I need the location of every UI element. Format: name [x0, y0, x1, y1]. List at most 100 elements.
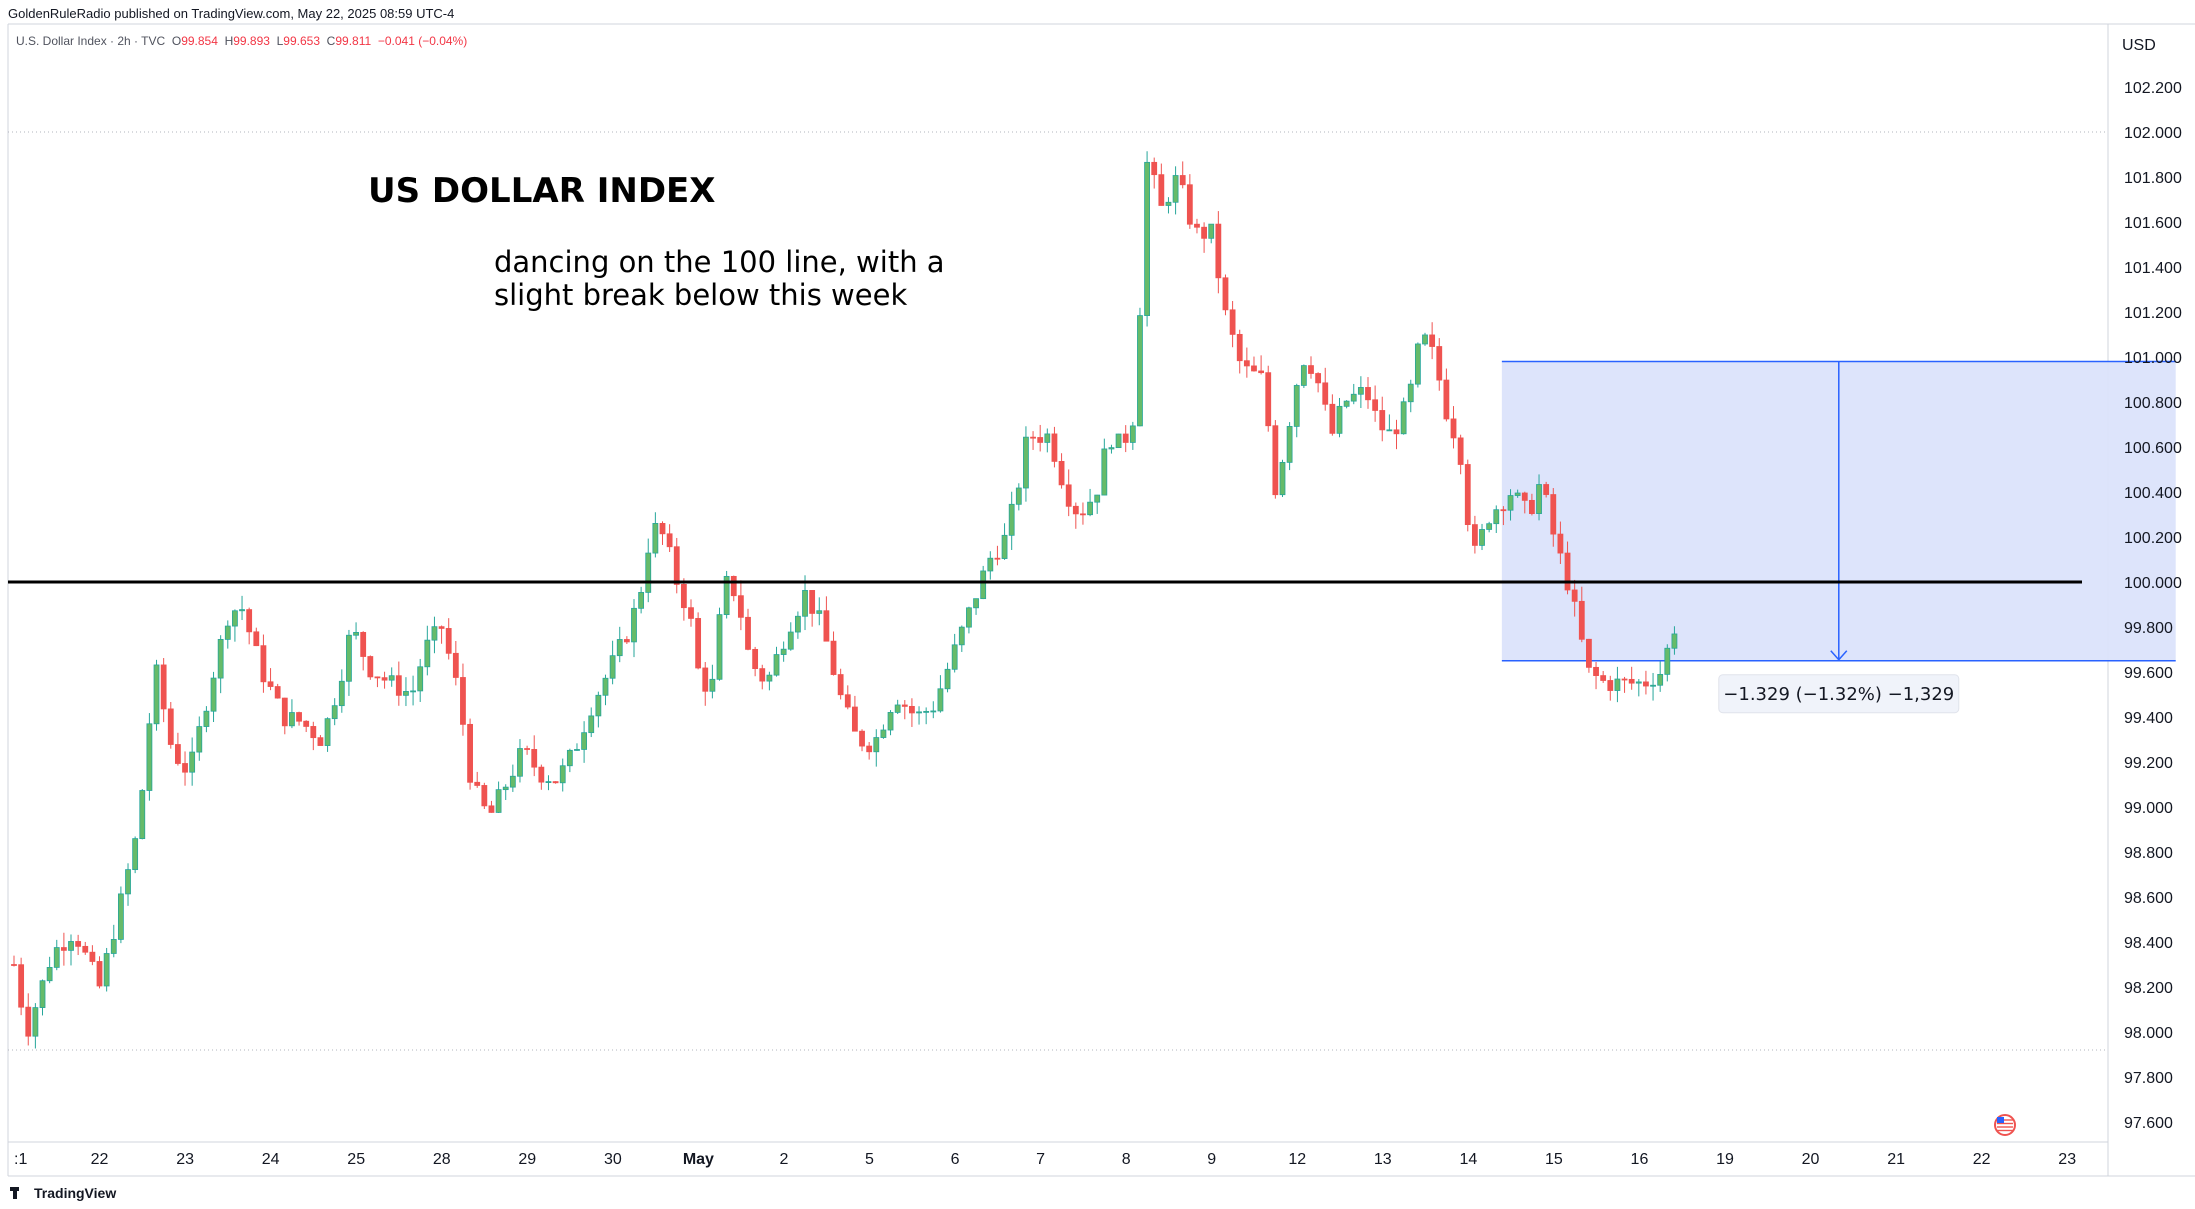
price-tick-label: 101.200	[2124, 305, 2182, 322]
candle-body	[296, 712, 302, 722]
candle-body	[631, 607, 637, 643]
candle-body	[844, 694, 851, 708]
candle-body	[1293, 385, 1300, 427]
candle-body	[673, 546, 680, 585]
candle-body	[916, 711, 922, 714]
candle-body	[1600, 675, 1607, 681]
candle-body	[1493, 509, 1500, 525]
candle-body	[901, 704, 908, 707]
candle-body	[353, 632, 359, 636]
candle-body	[381, 677, 388, 681]
levels	[8, 131, 2108, 1051]
candle-body	[146, 723, 153, 791]
price-tick-label: 101.800	[2124, 170, 2182, 187]
candle-body	[467, 723, 473, 783]
price-tick-label: 97.800	[2124, 1070, 2173, 1087]
candle-body	[723, 575, 730, 616]
measure-label-box	[1718, 674, 1960, 714]
price-tick-label: 100.600	[2124, 440, 2182, 457]
candle-body	[1037, 437, 1044, 443]
date-tick-label: 29	[518, 1151, 536, 1168]
date-tick-label: 2	[779, 1151, 788, 1168]
date-tick-label: 15	[1545, 1151, 1563, 1168]
candle-body	[1457, 437, 1464, 465]
candle-body	[153, 664, 160, 725]
change-value: −0.041 (−0.04%)	[377, 34, 468, 48]
candle-body	[688, 607, 694, 619]
measure-tool[interactable]: −1.329 (−1.32%) −1,329	[1501, 360, 2176, 714]
us-flag-canton	[1997, 1117, 2004, 1123]
candle-body	[417, 666, 424, 692]
candle-body	[1186, 184, 1193, 225]
candle-body	[909, 705, 915, 714]
candle-body	[125, 869, 131, 895]
candle-body	[880, 729, 887, 738]
candle-body	[1350, 393, 1357, 402]
candle-body	[82, 945, 89, 953]
candle-body	[830, 640, 837, 675]
price-tick-label: 99.400	[2124, 710, 2173, 727]
candle-body	[1372, 399, 1379, 411]
candle-body	[139, 790, 146, 840]
date-tick-label: 30	[604, 1151, 622, 1168]
candle-body	[1308, 365, 1314, 374]
close-value: 99.811	[335, 34, 372, 48]
candle-body	[994, 557, 1001, 560]
measure-label: −1.329 (−1.32%) −1,329	[1723, 684, 1954, 705]
candle-body	[623, 639, 630, 643]
candle-body	[1222, 277, 1229, 311]
candle-body	[175, 744, 181, 764]
price-tick-label: 102.200	[2124, 80, 2182, 97]
candle-body	[1315, 373, 1322, 384]
candle-body	[737, 595, 744, 618]
price-tick-label: 98.200	[2124, 980, 2173, 997]
candle-body	[794, 615, 801, 633]
candle-body	[1571, 589, 1578, 602]
candle-body	[1643, 681, 1649, 687]
candle-body	[374, 676, 381, 679]
candle-body	[524, 748, 530, 750]
candle-body	[859, 730, 865, 747]
candle-body	[1550, 494, 1557, 535]
candle-body	[1422, 334, 1428, 345]
candle-body	[167, 708, 174, 745]
candle-body	[1671, 633, 1678, 649]
candle-body	[745, 616, 751, 650]
candle-body	[809, 590, 816, 614]
candle-body	[239, 609, 245, 612]
candle-body	[1365, 387, 1371, 401]
candle-body	[1400, 401, 1407, 435]
price-tick-label: 98.600	[2124, 890, 2173, 907]
candle-body	[1265, 372, 1272, 427]
candle-body	[367, 656, 374, 678]
candle-body	[1414, 343, 1421, 385]
candle-body	[659, 522, 666, 535]
date-tick-label: 14	[1459, 1151, 1477, 1168]
candle-body	[210, 677, 217, 712]
candle-body	[1486, 523, 1493, 530]
candle-body	[1094, 494, 1101, 503]
candle-body	[1557, 533, 1564, 554]
candle-body	[217, 638, 224, 679]
footer-brand-label: TradingView	[34, 1185, 117, 1201]
date-tick-label: 9	[1207, 1151, 1216, 1168]
candle-body	[1586, 638, 1592, 668]
symbol-name[interactable]: U.S. Dollar Index · 2h · TVC	[16, 34, 166, 48]
candle-body	[89, 951, 96, 962]
candle-body	[1008, 503, 1015, 536]
date-tick-label: 22	[91, 1151, 109, 1168]
candle-body	[837, 674, 844, 696]
candle-body	[317, 737, 324, 746]
candle-body	[574, 749, 580, 751]
candle-body	[852, 706, 858, 732]
candle-body	[1300, 365, 1307, 386]
price-tick-label: 98.000	[2124, 1025, 2173, 1042]
date-tick-label: 7	[1036, 1151, 1045, 1168]
candle-body	[481, 785, 488, 807]
candle-body	[1115, 433, 1122, 449]
candle-body	[1208, 223, 1215, 239]
candle-body	[360, 632, 367, 657]
candle-body	[1272, 425, 1279, 496]
candle-body	[1201, 226, 1207, 239]
